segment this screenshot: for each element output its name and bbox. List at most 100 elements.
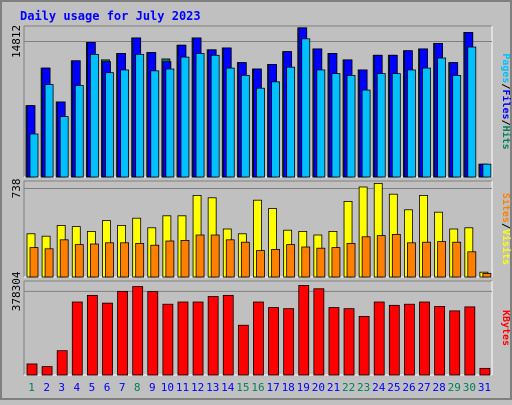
x-tick-label: 20 <box>312 381 325 394</box>
bar-pages <box>29 133 39 178</box>
bar-pages <box>135 53 145 178</box>
bar-kbytes <box>86 294 98 376</box>
bar-pages <box>89 53 99 178</box>
bar-pages <box>271 81 280 178</box>
x-tick-label: 13 <box>206 381 219 394</box>
axis-legend-item: Sites <box>500 193 512 223</box>
x-tick-label: 7 <box>119 381 126 394</box>
x-tick-label: 3 <box>58 381 65 394</box>
x-tick-label: 5 <box>89 381 96 394</box>
bar-sites <box>331 247 341 278</box>
bar-pages <box>376 73 386 178</box>
bar-pages <box>256 87 265 178</box>
bar-group <box>26 182 492 278</box>
axis-legend-item: Hits <box>500 126 512 150</box>
x-tick-label: 11 <box>176 381 189 394</box>
bar-sites <box>301 246 311 278</box>
chart-title: Daily usage for July 2023 <box>20 9 201 23</box>
x-tick-label: 30 <box>463 381 476 394</box>
bar-pages <box>180 56 190 178</box>
x-tick-label: 6 <box>104 381 111 394</box>
bar-sites <box>391 233 401 278</box>
bar-pages <box>74 85 84 178</box>
bar-pages <box>44 84 54 178</box>
bar-kbytes <box>102 302 113 376</box>
x-tick-label: 10 <box>161 381 174 394</box>
bar-kbytes <box>434 306 446 376</box>
bar-pages <box>240 75 250 178</box>
bar-kbytes <box>404 303 415 376</box>
x-tick-label: 8 <box>134 381 141 394</box>
x-tick-label: 27 <box>417 381 430 394</box>
bar-sites <box>150 244 160 278</box>
bar-pages <box>331 73 341 178</box>
x-tick-label: 24 <box>372 381 386 394</box>
bar-sites <box>210 234 220 278</box>
bar-sites <box>74 244 84 278</box>
bar-sites <box>422 241 431 278</box>
x-tick-label: 23 <box>357 381 370 394</box>
bar-pages <box>150 70 160 178</box>
bar-pages <box>316 69 326 178</box>
bar-kbytes <box>147 291 159 376</box>
bar-kbytes <box>298 285 310 376</box>
x-tick-label: 12 <box>191 381 204 394</box>
x-tick-label: 28 <box>433 381 446 394</box>
bar-sites <box>59 239 69 278</box>
axis-legend-item: Pages <box>500 53 511 83</box>
bar-sites <box>452 241 462 278</box>
bar-sites <box>44 248 54 278</box>
bar-kbytes <box>56 350 68 376</box>
bar-pages <box>361 89 371 178</box>
x-tick-label: 1 <box>28 381 35 394</box>
bar-sites <box>286 244 296 278</box>
bar-pages <box>346 75 356 178</box>
bar-pages <box>437 57 447 178</box>
y-tick-label: 738 <box>10 179 23 199</box>
bar-sites <box>135 242 145 278</box>
y-tick-label: 378304 <box>10 271 23 311</box>
bar-pages <box>105 72 114 178</box>
x-tick-label: 14 <box>221 381 235 394</box>
bar-sites <box>195 234 205 278</box>
bar-sites <box>225 239 235 278</box>
bar-sites <box>120 242 129 278</box>
bar-pages <box>407 69 416 178</box>
x-tick-label: 18 <box>282 381 295 394</box>
bar-sites <box>467 251 477 278</box>
bar-pages <box>195 53 205 178</box>
bar-sites <box>482 272 492 278</box>
bar-group <box>26 285 491 376</box>
x-tick-label: 4 <box>74 381 81 394</box>
bar-pages <box>467 46 477 178</box>
bar-kbytes <box>479 367 491 376</box>
x-tick-label: 21 <box>327 381 340 394</box>
bar-kbytes <box>41 366 53 376</box>
bar-kbytes <box>253 301 264 376</box>
bar-kbytes <box>313 288 325 376</box>
bar-pages <box>482 163 492 178</box>
bar-pages <box>120 69 129 178</box>
bar-sites <box>89 243 99 278</box>
bar-kbytes <box>207 296 219 376</box>
bar-kbytes <box>328 307 340 376</box>
bar-kbytes <box>419 301 430 376</box>
bar-sites <box>437 241 447 278</box>
bar-kbytes <box>71 301 83 376</box>
bar-sites <box>180 239 190 278</box>
axis-legend-item: Files <box>500 89 512 119</box>
x-tick-label: 2 <box>43 381 50 394</box>
bar-sites <box>29 247 39 278</box>
axis-legend-item: / <box>500 83 511 89</box>
panel-3: 378304 KBytes <box>10 271 511 376</box>
bar-pages <box>286 66 296 178</box>
bar-kbytes <box>192 301 204 376</box>
x-tick-label: 29 <box>448 381 461 394</box>
y-tick-label: 14812 <box>10 25 23 58</box>
x-tick-label: 9 <box>149 381 156 394</box>
bar-sites <box>165 240 175 278</box>
x-tick-label: 16 <box>251 381 264 394</box>
